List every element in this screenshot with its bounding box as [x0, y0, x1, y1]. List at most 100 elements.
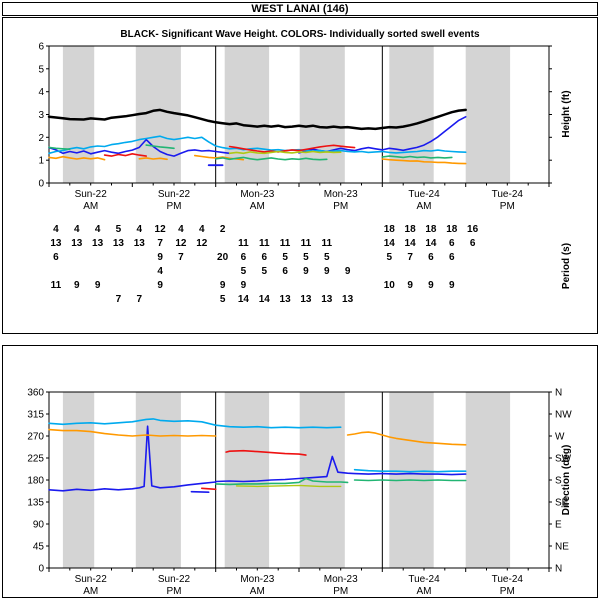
- compass-label: SE: [555, 498, 569, 509]
- series-dir-red-b: [225, 449, 307, 456]
- height-chart-svg: Height (ft) Period (s) 0123456Sun-22AMSu…: [38, 42, 572, 306]
- period-value: 11: [301, 238, 312, 249]
- period-value: 9: [220, 280, 226, 291]
- night-shading-band: [62, 392, 95, 568]
- period-value: 5: [324, 252, 330, 263]
- period-value: 14: [384, 238, 396, 249]
- series-swell-orange-b: [138, 157, 168, 161]
- period-value: 5: [220, 294, 226, 305]
- series-swell-green-d: [381, 155, 453, 159]
- period-value: 5: [282, 252, 288, 263]
- period-value: 11: [51, 280, 62, 291]
- period-value: 11: [280, 238, 291, 249]
- period-value: 18: [405, 224, 417, 235]
- series-dir-blue-a: [48, 425, 217, 492]
- period-value: 9: [157, 252, 163, 263]
- y-tick-label: 45: [33, 542, 45, 553]
- time-label-half: PM: [333, 586, 348, 597]
- compass-label: N: [555, 564, 562, 575]
- period-value: 13: [50, 238, 62, 249]
- period-value: 6: [470, 238, 476, 249]
- y-tick-label: 270: [27, 432, 44, 443]
- station-title: WEST LANAI (146): [2, 2, 598, 16]
- time-label-day: Tue-24: [408, 189, 440, 200]
- period-value: 6: [449, 238, 455, 249]
- period-value: 9: [157, 280, 163, 291]
- chart-legend-title: BLACK- Significant Wave Height. COLORS- …: [120, 29, 480, 40]
- series-dir-green-b: [353, 479, 467, 482]
- y-tick-label: 2: [38, 133, 44, 144]
- period-value: 6: [53, 252, 59, 263]
- period-value: 13: [342, 294, 354, 305]
- period-value: 6: [449, 252, 455, 263]
- period-value: 7: [137, 294, 143, 305]
- series-dir-green-a: [214, 477, 349, 486]
- series-dir-orange-a: [48, 428, 217, 437]
- night-shading-band: [299, 46, 345, 183]
- night-shading-band: [465, 46, 511, 183]
- time-label-half: AM: [83, 201, 98, 212]
- period-value: 9: [303, 266, 309, 277]
- time-label-half: PM: [500, 586, 515, 597]
- series-swell-red-b: [228, 144, 356, 153]
- period-value: 18: [425, 224, 437, 235]
- direction-panel: Direction (deg) 0 N 45 NE 90 E 135 SE 180 S 225 SW 2…: [2, 345, 598, 598]
- time-label-day: Tue-24: [492, 189, 524, 200]
- period-value: 13: [321, 294, 333, 305]
- series-swell-red-a: [103, 153, 147, 157]
- period-value: 13: [71, 238, 83, 249]
- compass-label: NE: [555, 542, 569, 553]
- compass-label: W: [555, 432, 565, 443]
- period-value: 7: [407, 252, 413, 263]
- series-swell-green-c: [214, 156, 328, 161]
- period-value: 13: [280, 294, 292, 305]
- period-value: 9: [407, 280, 413, 291]
- plot-frame: [48, 391, 550, 569]
- time-label-day: Mon-23: [324, 574, 358, 585]
- time-label-half: PM: [333, 201, 348, 212]
- night-shading-band: [62, 46, 95, 183]
- time-label-half: AM: [417, 201, 432, 212]
- series-dir-cyan-a: [48, 418, 342, 429]
- time-label-half: AM: [250, 586, 265, 597]
- time-label-day: Tue-24: [408, 574, 440, 585]
- period-value: 5: [303, 252, 309, 263]
- series-significant-wave-height: [47, 108, 467, 131]
- period-value: 14: [425, 238, 437, 249]
- time-label-day: Tue-24: [492, 574, 524, 585]
- night-shading-band: [465, 392, 511, 568]
- time-label-half: AM: [417, 586, 432, 597]
- period-value: 14: [238, 294, 250, 305]
- time-label-day: Sun-22: [158, 574, 191, 585]
- night-shading-band: [299, 392, 345, 568]
- time-label-day: Sun-22: [158, 189, 191, 200]
- y-tick-label: 4: [38, 87, 44, 98]
- period-value: 4: [53, 224, 59, 235]
- y-tick-label: 5: [38, 64, 44, 75]
- series-swell-green-a: [48, 146, 71, 150]
- period-value: 6: [282, 266, 288, 277]
- series-dir-red-a: [201, 487, 217, 491]
- y-tick-label: 315: [27, 410, 44, 421]
- series-swell-orange-a: [48, 155, 106, 161]
- y-tick-label: 0: [38, 179, 44, 190]
- time-label-day: Mon-23: [324, 189, 358, 200]
- period-value: 7: [178, 252, 184, 263]
- y-tick-label: 135: [27, 498, 44, 509]
- period-value: 14: [405, 238, 417, 249]
- period-value: 10: [384, 280, 396, 291]
- period-value: 2: [220, 224, 226, 235]
- period-value: 9: [95, 280, 101, 291]
- period-axis-label: Period (s): [561, 243, 572, 289]
- series-swell-blue-a: [48, 138, 231, 157]
- period-value: 9: [428, 280, 434, 291]
- period-value: 4: [199, 224, 205, 235]
- period-value: 5: [116, 224, 122, 235]
- period-value: 12: [175, 238, 187, 249]
- period-value: 6: [428, 252, 434, 263]
- period-value: 4: [137, 224, 143, 235]
- time-label-half: PM: [500, 201, 515, 212]
- compass-label: E: [555, 520, 562, 531]
- compass-label: S: [555, 476, 562, 487]
